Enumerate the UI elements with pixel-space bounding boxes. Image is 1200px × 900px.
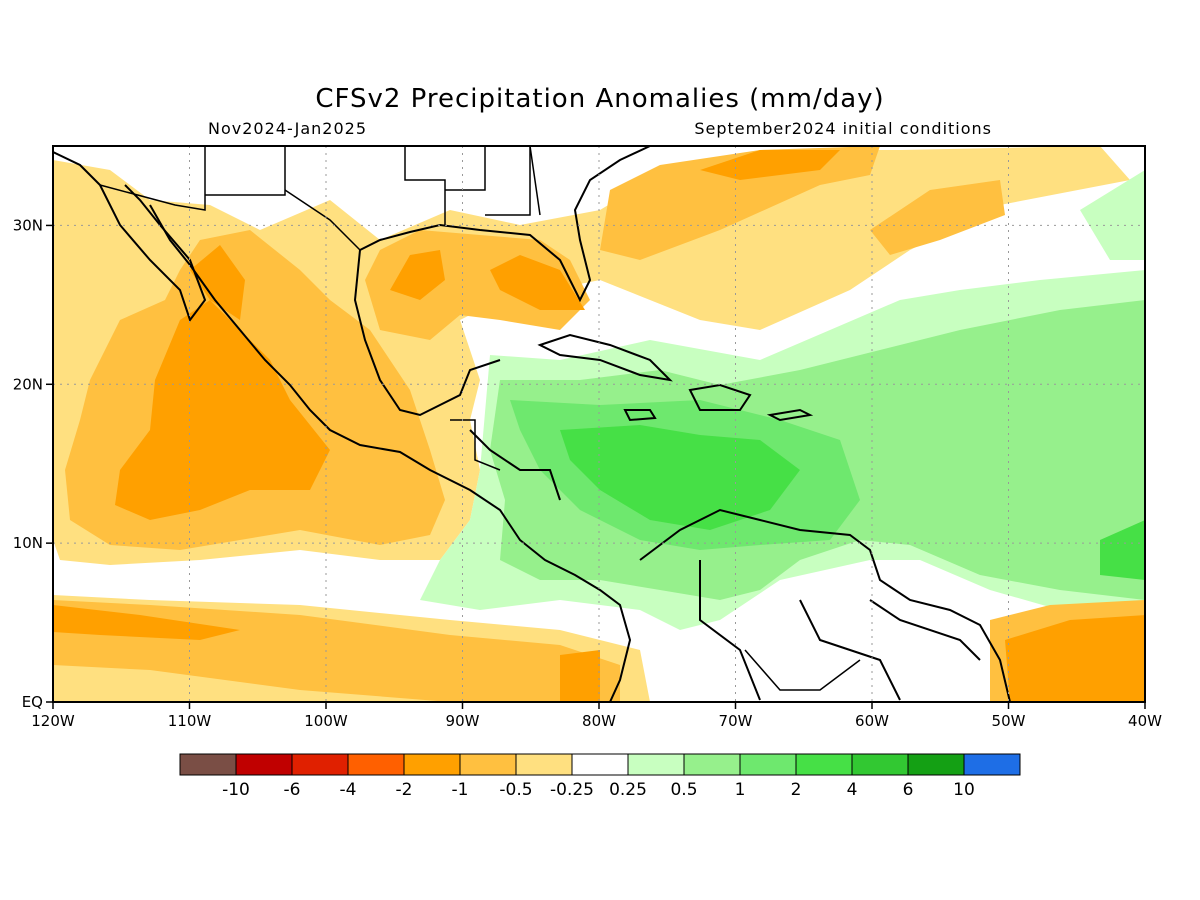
x-tick-label: 90W — [446, 712, 480, 730]
colorbar-swatch — [179, 753, 237, 776]
dry-anomaly-atlantic-core — [700, 150, 840, 180]
dry-anomaly-epac-core — [115, 300, 330, 520]
coastlines — [53, 146, 1011, 702]
colorbar-label: 4 — [847, 780, 858, 800]
y-tick-label: 30N — [13, 216, 43, 234]
colorbar-swatch — [347, 753, 405, 776]
anomaly-field — [53, 146, 1145, 702]
colorbar-label: -6 — [284, 780, 301, 800]
colorbar-label: -2 — [396, 780, 413, 800]
latitude-axis: EQ 10N 20N 30N — [13, 216, 53, 711]
forecast-period: Nov2024-Jan2025 — [208, 119, 367, 138]
initial-conditions: September2024 initial conditions — [694, 119, 992, 138]
map-title: CFSv2 Precipitation Anomalies (mm/day) — [315, 84, 885, 114]
colorbar-swatch — [291, 753, 349, 776]
y-tick-label: 20N — [13, 375, 43, 393]
x-tick-label: 80W — [582, 712, 616, 730]
x-tick-label: 70W — [719, 712, 753, 730]
colorbar-swatch — [627, 753, 685, 776]
colorbar-label: 1 — [735, 780, 746, 800]
colorbar-label: -0.5 — [499, 780, 532, 800]
dry-anomaly-brazil-core — [1005, 615, 1145, 702]
colorbar-swatch — [739, 753, 797, 776]
colorbar-swatch — [235, 753, 293, 776]
colorbar-label: 0.25 — [609, 780, 647, 800]
y-tick-label: 10N — [13, 534, 43, 552]
dry-anomaly-gulf-core — [390, 250, 585, 310]
y-tick-label: EQ — [22, 693, 43, 711]
wet-anomaly-caribbean-core — [560, 425, 800, 530]
colorbar-swatch — [683, 753, 741, 776]
x-tick-label: 50W — [992, 712, 1026, 730]
colorbar-swatch — [851, 753, 909, 776]
colorbar-label: 10 — [953, 780, 975, 800]
political-borders — [99, 146, 861, 691]
colorbar-label: 0.5 — [670, 780, 697, 800]
gridlines — [53, 146, 1145, 702]
colorbar-swatch — [963, 753, 1021, 776]
colorbar-swatch — [459, 753, 517, 776]
colorbar-label: -1 — [452, 780, 469, 800]
colorbar-swatch — [515, 753, 573, 776]
x-tick-label: 60W — [855, 712, 889, 730]
colorbar-label: -4 — [340, 780, 357, 800]
colorbar-legend: -10 -6 -4 -2 -1 -0.5 -0.25 0.25 0.5 1 2 4 6 10 — [179, 753, 1021, 800]
colorbar-label: 2 — [791, 780, 802, 800]
colorbar-label: -0.25 — [550, 780, 594, 800]
x-tick-label: 120W — [31, 712, 75, 730]
dry-anomaly-mexico — [190, 245, 245, 320]
colorbar-label: 6 — [903, 780, 914, 800]
dry-anomaly-atlantic — [600, 146, 1005, 260]
colorbar-swatch — [795, 753, 853, 776]
colorbar-label: -10 — [222, 780, 250, 800]
x-tick-label: 110W — [168, 712, 212, 730]
colorbar-swatch — [403, 753, 461, 776]
x-tick-label: 40W — [1128, 712, 1162, 730]
colorbar-swatch — [907, 753, 965, 776]
wet-anomaly-tropical-atlantic — [1100, 520, 1145, 580]
longitude-axis: 120W 110W 100W 90W 80W 70W 60W 50W 40W — [31, 702, 1162, 730]
colorbar-swatch — [571, 753, 629, 776]
x-tick-label: 100W — [304, 712, 348, 730]
